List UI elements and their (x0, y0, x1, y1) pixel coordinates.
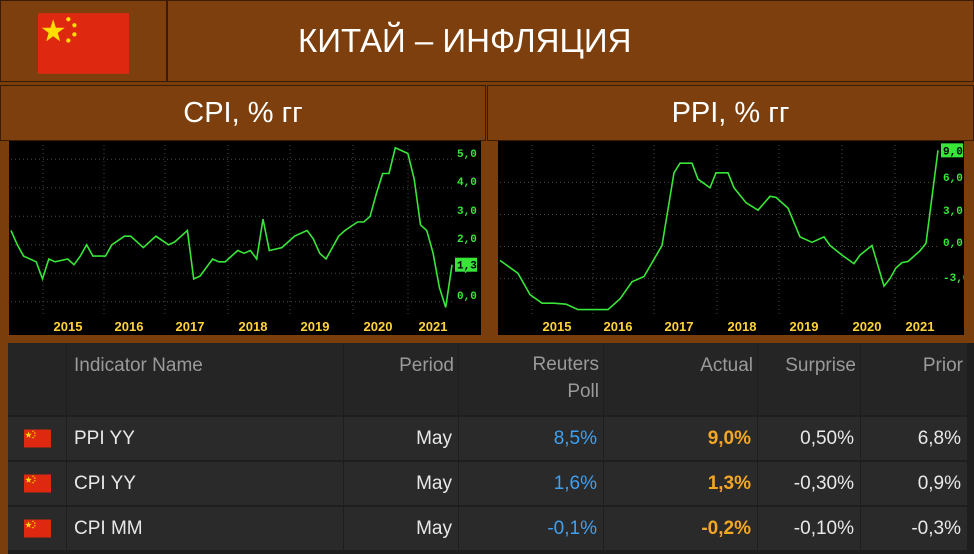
cell-poll: -0,1% (459, 507, 603, 550)
row-flag-cell (8, 462, 66, 505)
china-flag-icon (24, 474, 51, 493)
cell-actual: 1,3% (604, 462, 757, 505)
col-header-prior: Prior (861, 343, 967, 415)
col-header-actual: Actual (604, 343, 757, 415)
col-header-poll-line2: Poll (567, 381, 599, 402)
x-tick-label: 2018 (239, 319, 268, 334)
y-tick-label: 5,0 (457, 149, 477, 161)
indicator-table: Indicator Name Period Reuters Poll Actua… (8, 343, 974, 554)
cell-surprise: -0,30% (758, 462, 860, 505)
x-tick-label: 2021 (419, 319, 448, 334)
x-tick-label: 2020 (364, 319, 393, 334)
header-flag-cell (0, 0, 167, 82)
china-flag-icon (24, 429, 51, 448)
y-tick-label: 6,0 (943, 173, 963, 185)
china-flag-icon (38, 13, 129, 74)
cell-actual: -0,2% (604, 507, 757, 550)
china-flag-icon (24, 519, 51, 538)
row-flag-cell (8, 417, 66, 460)
x-tick-label: 2021 (906, 319, 935, 334)
series-line (499, 150, 939, 311)
cell-prior: -0,3% (861, 507, 967, 550)
y-tick-label: -3,0 (943, 273, 964, 285)
col-header-poll: Reuters Poll (459, 343, 603, 415)
page-title: КИТАЙ – ИНФЛЯЦИЯ (167, 0, 974, 82)
x-tick-label: 2015 (543, 319, 572, 334)
cell-period: May (344, 507, 458, 550)
cell-surprise: -0,10% (758, 507, 860, 550)
col-header-period: Period (344, 343, 458, 415)
col-header-name: Indicator Name (67, 343, 343, 415)
cpi-chart: 2015 2016 2017 2018 2019 2020 2021 5,0 4,0 3,0 2,0… (9, 141, 481, 335)
cpi-panel-title: CPI, % гг (0, 85, 486, 141)
cell-poll: 1,6% (459, 462, 603, 505)
last-value-label: 9,0 (943, 146, 963, 158)
cell-period: May (344, 462, 458, 505)
series-line (10, 146, 453, 308)
x-tick-label: 2019 (301, 319, 330, 334)
x-tick-label: 2017 (176, 319, 205, 334)
x-tick-label: 2020 (853, 319, 882, 334)
header-flag-col (8, 343, 66, 415)
y-tick-label: 3,0 (943, 206, 963, 218)
last-value-box (941, 143, 963, 158)
cell-poll: 8,5% (459, 417, 603, 460)
x-tick-label: 2015 (54, 319, 83, 334)
row-flag-cell (8, 507, 66, 550)
cell-surprise: 0,50% (758, 417, 860, 460)
y-tick-label: 4,0 (457, 177, 477, 189)
cell-prior: 6,8% (861, 417, 967, 460)
cell-name: PPI YY (67, 417, 343, 460)
y-tick-label: 2,0 (457, 234, 477, 246)
y-tick-label: 3,0 (457, 206, 477, 218)
x-tick-label: 2019 (790, 319, 819, 334)
cell-actual: 9,0% (604, 417, 757, 460)
cell-prior: 0,9% (861, 462, 967, 505)
y-tick-label: 0,0 (457, 291, 477, 303)
cell-name: CPI YY (67, 462, 343, 505)
ppi-chart-svg: 2015 2016 2017 2018 2019 2020 2021 6,0 3,0 0,0 -3,… (499, 143, 964, 334)
col-header-surprise: Surprise (758, 343, 860, 415)
y-tick-label: 0,0 (943, 238, 963, 250)
col-header-poll-line1: Reuters (532, 354, 599, 375)
x-tick-label: 2018 (728, 319, 757, 334)
ppi-panel-title: PPI, % гг (487, 85, 974, 141)
cpi-chart-svg: 2015 2016 2017 2018 2019 2020 2021 5,0 4,0 3,0 2,0… (10, 145, 477, 334)
x-tick-label: 2016 (604, 319, 633, 334)
last-value-box (455, 257, 477, 272)
x-tick-label: 2016 (115, 319, 144, 334)
cell-name: CPI MM (67, 507, 343, 550)
x-tick-label: 2017 (665, 319, 694, 334)
ppi-chart: 2015 2016 2017 2018 2019 2020 2021 6,0 3,0 0,0 -3,… (498, 141, 964, 335)
cell-period: May (344, 417, 458, 460)
last-value-label: 1,3 (457, 261, 477, 273)
